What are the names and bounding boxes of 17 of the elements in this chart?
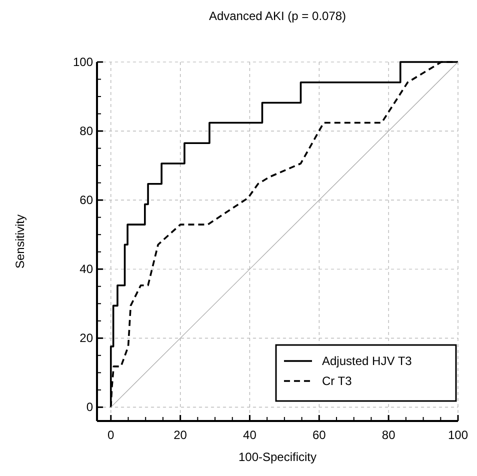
y-tick-label: 20 [80,331,94,346]
y-tick-label: 60 [80,193,94,208]
chart-title: Advanced AKI (p = 0.078) [208,9,346,23]
y-tick-label: 80 [80,124,94,138]
x-tick-label: 20 [174,428,188,442]
y-tick-label: 100 [72,55,94,69]
y-tick-label: 40 [80,262,94,276]
x-tick-label: 60 [312,428,326,442]
x-tick-label: 0 [108,428,115,442]
y-axis-title: Sensitivity [13,214,27,269]
y-tick-label: 0 [86,400,94,414]
x-tick-label: 40 [243,428,257,442]
x-tick-label: 80 [382,428,396,442]
x-tick-label: 100 [448,428,468,442]
legend-label: Adjusted HJV T3 [322,354,412,368]
x-axis-title: 100-Specificity [238,450,317,464]
legend-label: Cr T3 [322,374,352,388]
